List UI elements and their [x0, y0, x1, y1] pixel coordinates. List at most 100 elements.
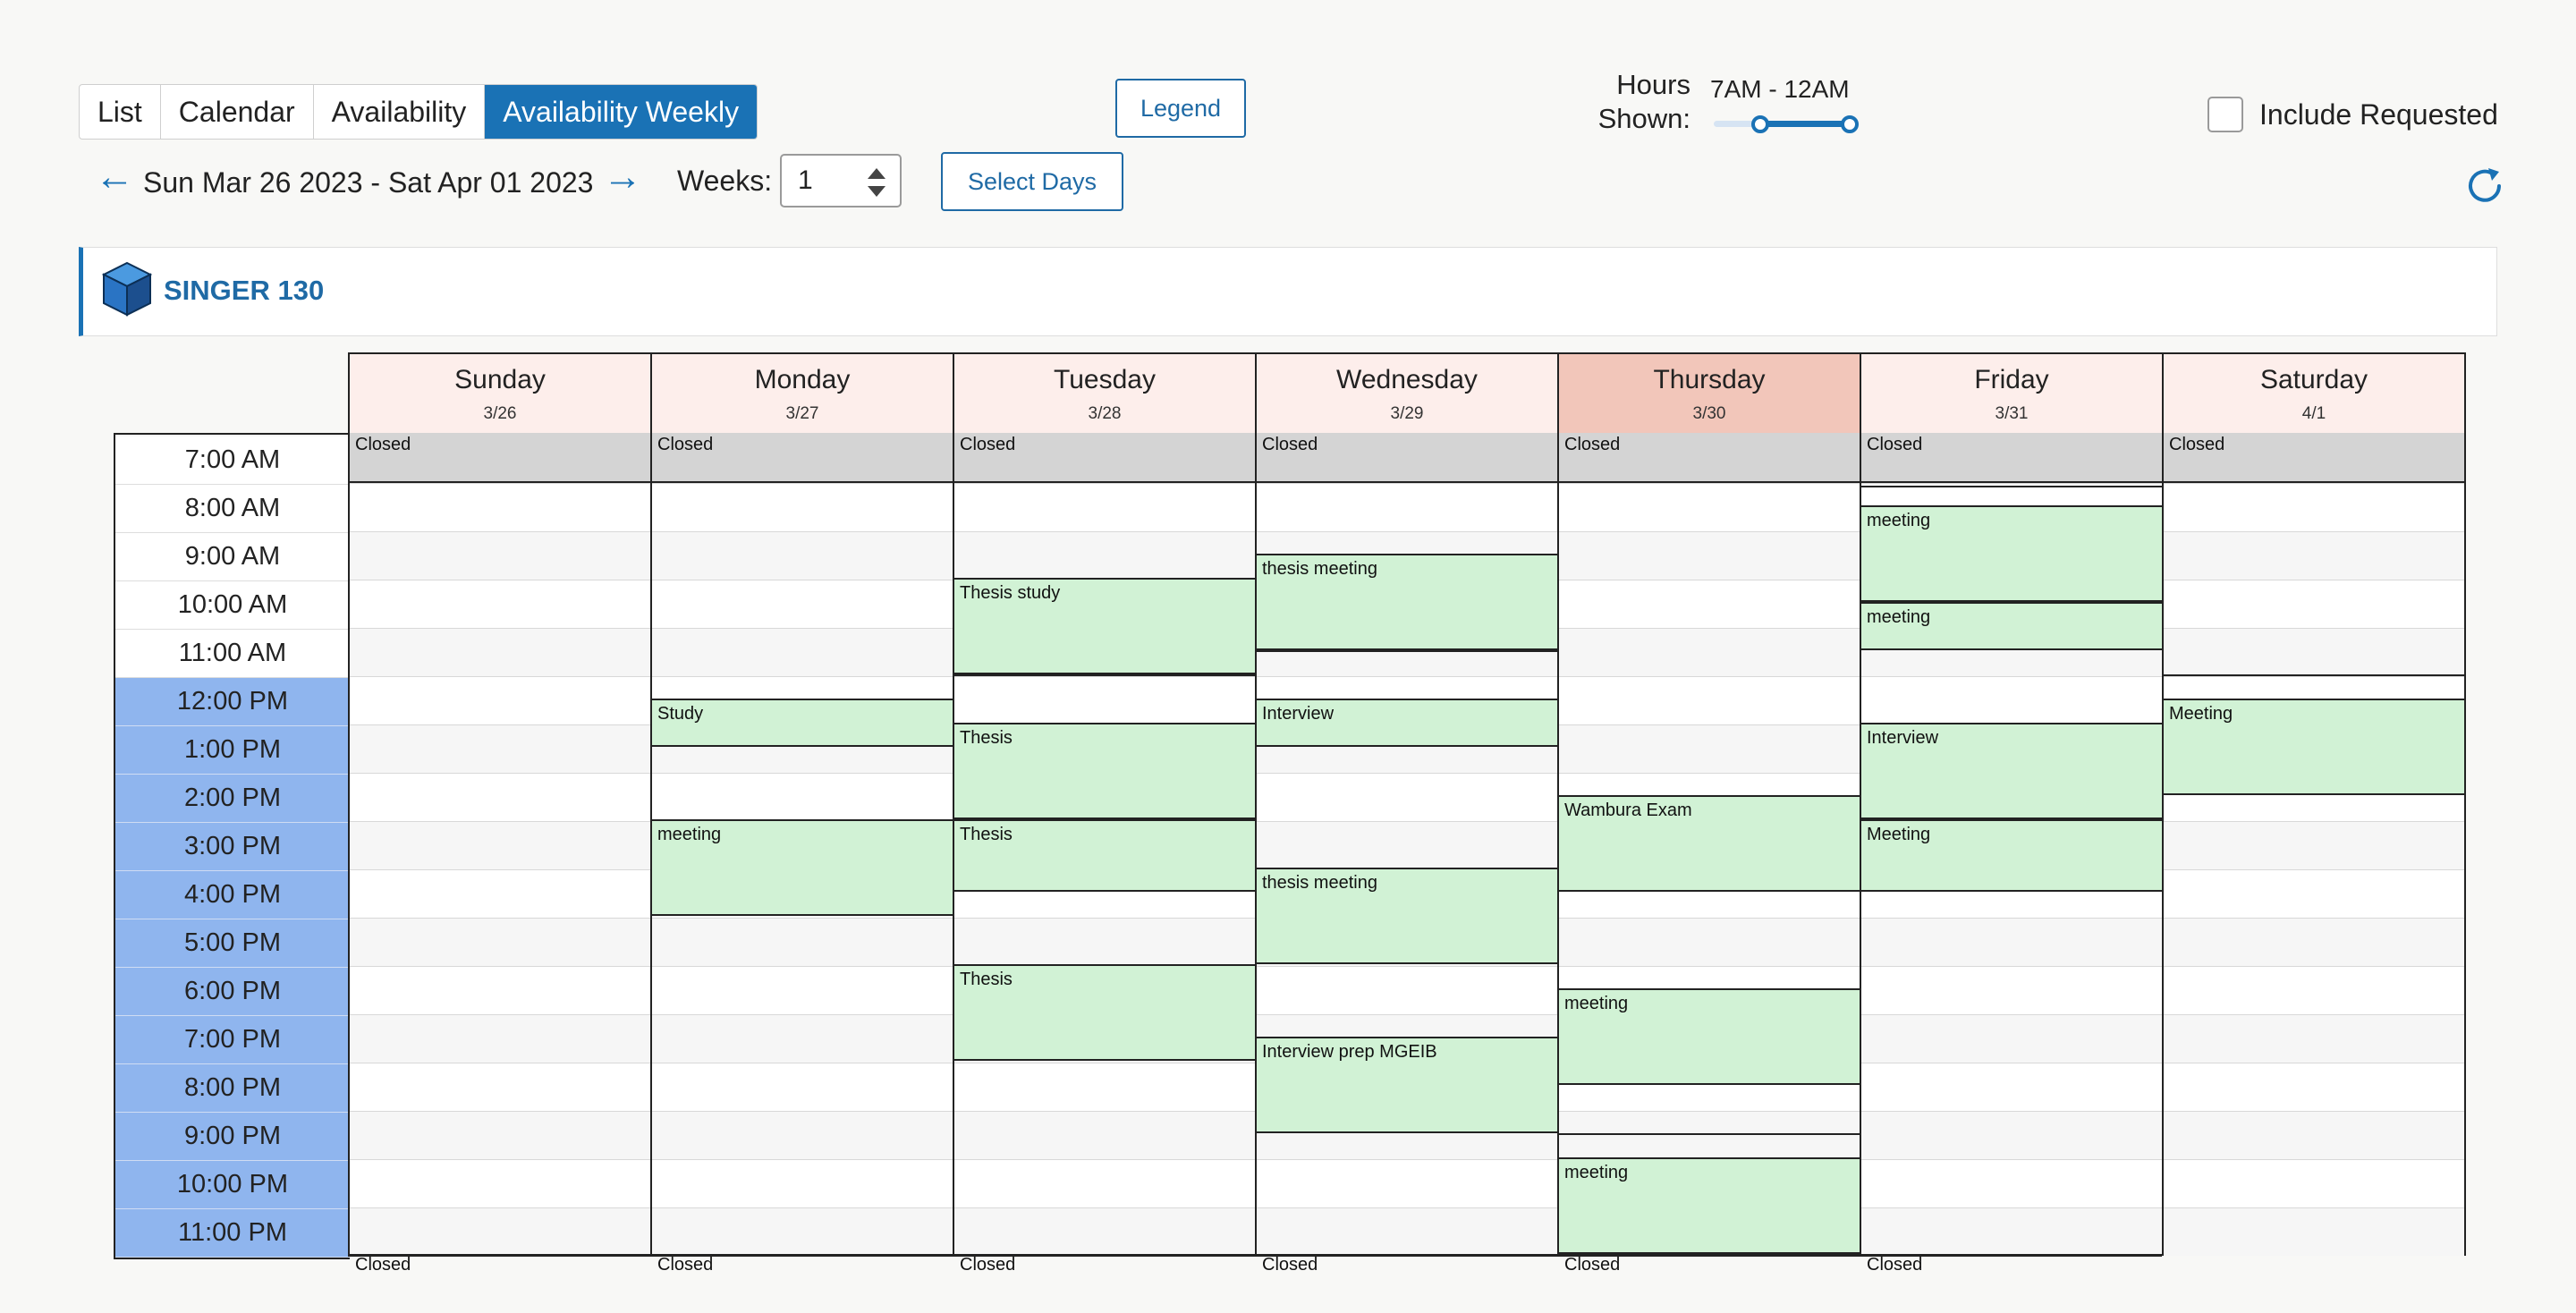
- booking-event[interactable]: Thesis: [954, 964, 1255, 1061]
- day-column-sunday[interactable]: Closed: [348, 433, 650, 1256]
- weeks-stepper[interactable]: 1: [780, 154, 902, 208]
- slider-end-handle[interactable]: [1841, 115, 1859, 133]
- select-days-button[interactable]: Select Days: [941, 152, 1123, 211]
- time-slot-cell[interactable]: [2164, 580, 2464, 628]
- time-slot-cell[interactable]: [2164, 628, 2464, 676]
- time-slot-cell[interactable]: [2164, 918, 2464, 966]
- time-slot-cell[interactable]: [350, 1207, 650, 1256]
- booking-event[interactable]: thesis meeting: [1257, 868, 1557, 964]
- time-slot-cell[interactable]: [350, 1014, 650, 1063]
- booking-event[interactable]: Wambura Exam: [1559, 795, 1860, 892]
- time-slot-cell[interactable]: [350, 1063, 650, 1111]
- time-slot-cell[interactable]: [652, 918, 953, 966]
- time-slot-cell[interactable]: [350, 918, 650, 966]
- tab-calendar[interactable]: Calendar: [161, 85, 314, 139]
- time-slot-cell[interactable]: [652, 1063, 953, 1111]
- time-slot-cell[interactable]: [1257, 483, 1557, 531]
- arrow-left-icon[interactable]: ←: [95, 155, 134, 199]
- time-slot-cell[interactable]: [1861, 676, 2162, 724]
- time-slot-cell[interactable]: [1559, 1111, 1860, 1159]
- booking-event[interactable]: meeting: [1559, 1157, 1860, 1254]
- time-slot-cell[interactable]: [1861, 966, 2162, 1014]
- time-slot-cell[interactable]: [1257, 1159, 1557, 1207]
- time-slot-cell[interactable]: [652, 628, 953, 676]
- time-slot-cell[interactable]: [1559, 724, 1860, 773]
- day-column-monday[interactable]: Closed Study meeting: [650, 433, 953, 1256]
- time-slot-cell[interactable]: [954, 918, 1255, 966]
- hours-slider[interactable]: [1714, 113, 1859, 134]
- time-slot-cell[interactable]: [350, 869, 650, 918]
- booking-event[interactable]: thesis meeting: [1257, 554, 1557, 650]
- booking-event[interactable]: meeting: [1861, 602, 2162, 650]
- time-slot-cell[interactable]: [350, 821, 650, 869]
- booking-event[interactable]: Thesis: [954, 723, 1255, 819]
- time-slot-cell[interactable]: [350, 531, 650, 580]
- time-slot-cell[interactable]: [2164, 1014, 2464, 1063]
- time-slot-cell[interactable]: [652, 483, 953, 531]
- time-slot-cell[interactable]: [2164, 869, 2464, 918]
- time-slot-cell[interactable]: [1559, 483, 1860, 531]
- time-slot-cell[interactable]: [350, 966, 650, 1014]
- time-slot-cell[interactable]: [350, 1159, 650, 1207]
- time-slot-cell[interactable]: [2164, 821, 2464, 869]
- time-slot-cell[interactable]: [1257, 1207, 1557, 1256]
- day-column-tuesday[interactable]: Closed Thesis study Thesis Thesis Thesis: [953, 433, 1255, 1256]
- time-slot-cell[interactable]: [1257, 966, 1557, 1014]
- time-slot-cell[interactable]: [350, 1111, 650, 1159]
- time-slot-cell[interactable]: [2164, 531, 2464, 580]
- time-slot-cell[interactable]: [1559, 531, 1860, 580]
- time-slot-cell[interactable]: [1559, 676, 1860, 724]
- stepper-down-icon[interactable]: [868, 186, 886, 197]
- arrow-right-icon[interactable]: →: [603, 155, 642, 199]
- legend-button[interactable]: Legend: [1115, 79, 1246, 138]
- time-slot-cell[interactable]: [954, 1111, 1255, 1159]
- day-column-thursday[interactable]: Closed Wambura Exam meeting meeting: [1557, 433, 1860, 1256]
- time-slot-cell[interactable]: [652, 531, 953, 580]
- time-slot-cell[interactable]: [1861, 1063, 2162, 1111]
- time-slot-cell[interactable]: [1861, 1111, 2162, 1159]
- day-column-wednesday[interactable]: Closed thesis meeting Interview thesis meet…: [1255, 433, 1557, 1256]
- booking-event[interactable]: Meeting: [1861, 819, 2162, 892]
- time-slot-cell[interactable]: [652, 1159, 953, 1207]
- time-slot-cell[interactable]: [2164, 966, 2464, 1014]
- booking-event[interactable]: Thesis study: [954, 578, 1255, 674]
- booking-event[interactable]: Thesis: [954, 819, 1255, 892]
- time-slot-cell[interactable]: [2164, 1111, 2464, 1159]
- time-slot-cell[interactable]: [350, 628, 650, 676]
- time-slot-cell[interactable]: [954, 1207, 1255, 1256]
- time-slot-cell[interactable]: [954, 676, 1255, 724]
- booking-event[interactable]: meeting: [1861, 505, 2162, 602]
- include-requested-checkbox[interactable]: [2207, 97, 2243, 132]
- time-slot-cell[interactable]: [652, 1014, 953, 1063]
- time-slot-cell[interactable]: [652, 580, 953, 628]
- time-slot-cell[interactable]: [1559, 580, 1860, 628]
- day-column-friday[interactable]: Closed meeting meeting Interview Meeting: [1860, 433, 2162, 1256]
- tab-availability-weekly[interactable]: Availability Weekly: [485, 85, 758, 139]
- time-slot-cell[interactable]: [2164, 1159, 2464, 1207]
- time-slot-cell[interactable]: [954, 531, 1255, 580]
- tab-list[interactable]: List: [80, 85, 161, 139]
- time-slot-cell[interactable]: [350, 724, 650, 773]
- time-slot-cell[interactable]: [2164, 483, 2464, 531]
- time-slot-cell[interactable]: [350, 580, 650, 628]
- time-slot-cell[interactable]: [954, 1063, 1255, 1111]
- refresh-icon[interactable]: [2463, 165, 2506, 208]
- stepper-up-icon[interactable]: [868, 168, 886, 179]
- time-slot-cell[interactable]: [350, 773, 650, 821]
- time-slot-cell[interactable]: [1559, 628, 1860, 676]
- day-column-saturday[interactable]: Closed Meeting: [2162, 433, 2466, 1256]
- time-slot-cell[interactable]: [1257, 773, 1557, 821]
- tab-availability[interactable]: Availability: [314, 85, 486, 139]
- booking-event[interactable]: Interview prep MGEIB: [1257, 1037, 1557, 1133]
- time-slot-cell[interactable]: [954, 483, 1255, 531]
- time-slot-cell[interactable]: [1861, 918, 2162, 966]
- time-slot-cell[interactable]: [652, 1111, 953, 1159]
- time-slot-cell[interactable]: [350, 676, 650, 724]
- time-slot-cell[interactable]: [954, 1159, 1255, 1207]
- booking-event[interactable]: meeting: [652, 819, 953, 916]
- slider-start-handle[interactable]: [1751, 115, 1769, 133]
- time-slot-cell[interactable]: [2164, 1207, 2464, 1256]
- time-slot-cell[interactable]: [652, 773, 953, 821]
- time-slot-cell[interactable]: [1861, 1207, 2162, 1256]
- time-slot-cell[interactable]: [1559, 918, 1860, 966]
